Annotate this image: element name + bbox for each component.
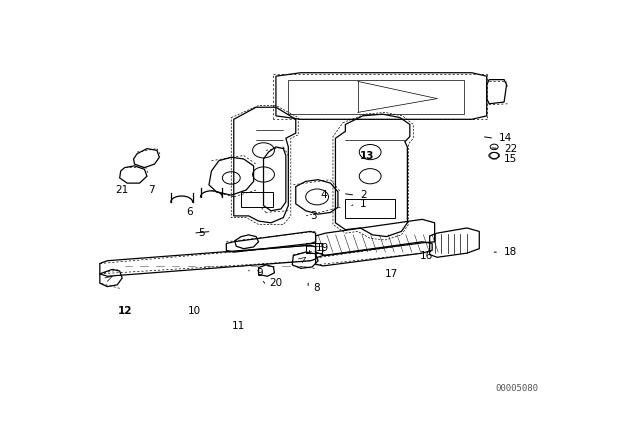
Text: 19: 19: [316, 243, 329, 253]
Text: 7: 7: [148, 185, 155, 195]
Bar: [241, 192, 273, 207]
Text: 21: 21: [115, 185, 129, 195]
Text: 10: 10: [188, 306, 201, 316]
Text: 2: 2: [360, 190, 367, 200]
Text: 6: 6: [187, 207, 193, 217]
Text: 8: 8: [313, 283, 320, 293]
Bar: [306, 243, 321, 253]
Text: 16: 16: [420, 250, 433, 261]
Text: 4: 4: [321, 190, 327, 200]
Text: 13: 13: [360, 151, 375, 160]
Text: 1: 1: [360, 199, 367, 209]
Text: 11: 11: [232, 321, 245, 331]
Text: 14: 14: [499, 133, 513, 143]
Text: 3: 3: [310, 211, 317, 221]
Text: 12: 12: [117, 306, 132, 316]
Text: 20: 20: [269, 278, 283, 288]
Text: 5: 5: [198, 228, 205, 238]
Text: 9: 9: [256, 268, 262, 278]
Text: 15: 15: [504, 154, 517, 164]
Text: 22: 22: [504, 144, 517, 154]
Text: 00005080: 00005080: [495, 384, 538, 393]
Text: 18: 18: [504, 247, 517, 257]
Bar: [346, 198, 395, 218]
Text: 17: 17: [385, 269, 398, 279]
